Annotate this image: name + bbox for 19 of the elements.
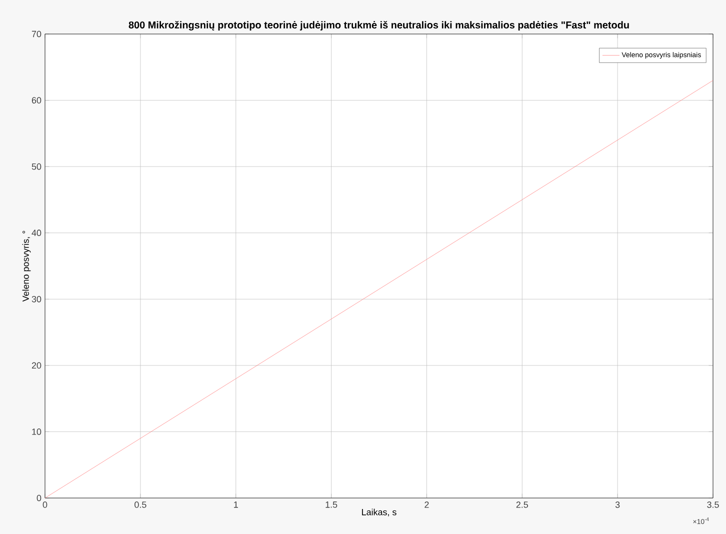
y-tick-label: 50 <box>32 163 42 170</box>
chart-title: 800 Mikrožingsnių prototipo teorinė judėjimo trukmė iš neutralios iki maksimalios padėties "Fast" metodu <box>128 20 629 31</box>
x-tick-label: 1.5 <box>326 502 338 508</box>
x-tick-label: 3.5 <box>707 502 719 508</box>
y-tick-label: 20 <box>32 362 42 369</box>
x-tick-label: 1 <box>234 502 238 508</box>
y-tick-label: 40 <box>32 230 42 236</box>
x-tick-label: 2 <box>424 502 429 508</box>
y-tick-label: 0 <box>36 494 42 502</box>
x-tick-label: 2.5 <box>516 502 528 508</box>
x-tick-label: 3 <box>615 502 620 508</box>
x-tick-label: 0 <box>42 502 48 508</box>
y-tick-label: 30 <box>32 296 42 302</box>
y-tick-label: 10 <box>32 428 42 435</box>
x-tick-label: 0.5 <box>134 502 146 508</box>
y-tick-label: 60 <box>32 97 42 104</box>
y-tick-label: 70 <box>32 30 42 38</box>
y-axis-title: Veleno posvyris, ° <box>22 230 31 302</box>
x-axis-title: Laikas, s <box>362 508 396 516</box>
